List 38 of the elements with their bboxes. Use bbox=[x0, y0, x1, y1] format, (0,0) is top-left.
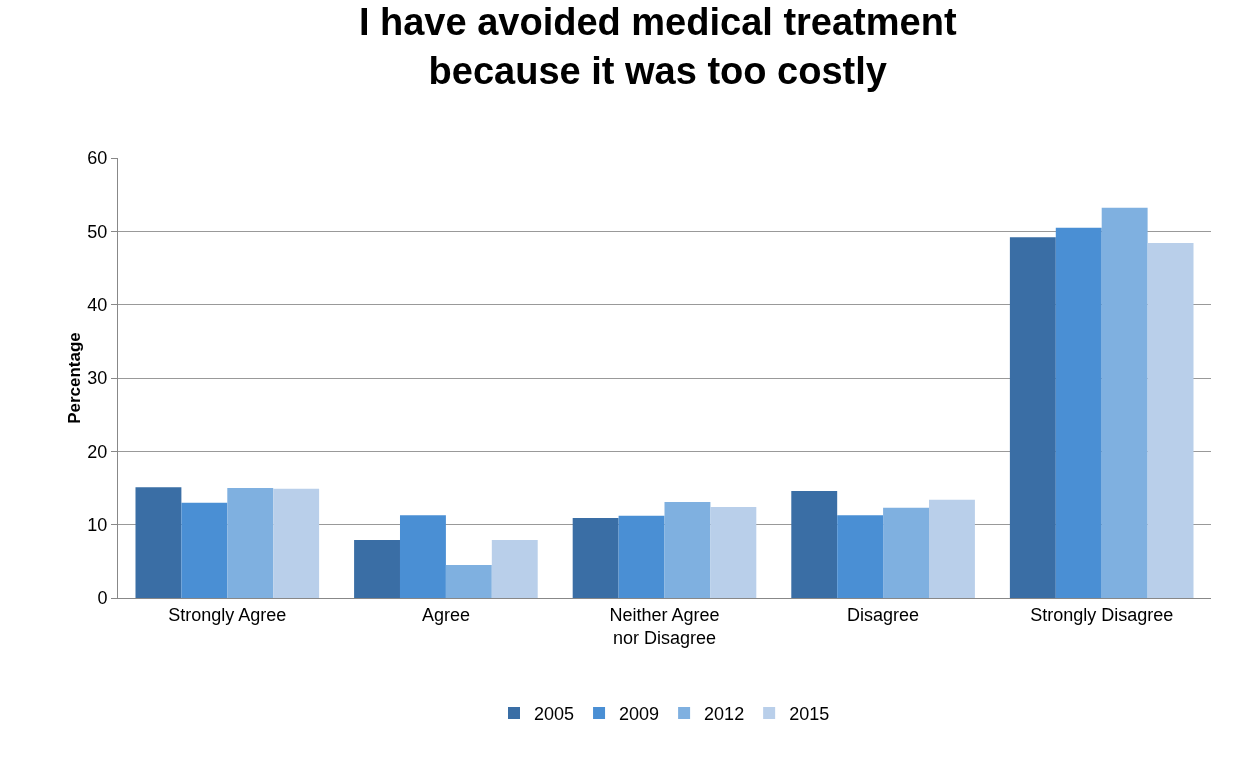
legend-label: 2009 bbox=[619, 704, 660, 725]
bar bbox=[710, 507, 757, 598]
bar bbox=[791, 490, 838, 598]
bar bbox=[227, 488, 274, 598]
bar bbox=[135, 487, 182, 598]
bar bbox=[491, 540, 538, 598]
legend-label: 2005 bbox=[534, 704, 575, 725]
bar bbox=[181, 502, 228, 598]
bar bbox=[837, 515, 884, 598]
x-tick-label: Strongly Disagree bbox=[1030, 604, 1174, 625]
bar bbox=[1055, 227, 1102, 598]
bar bbox=[1009, 237, 1056, 598]
y-tick-label: 30 bbox=[87, 368, 108, 389]
x-tick-label: Neither Agree nor Disagree bbox=[609, 604, 720, 648]
bar bbox=[399, 515, 446, 598]
y-tick-label: 20 bbox=[87, 441, 108, 462]
x-tick-label: Disagree bbox=[847, 604, 920, 625]
legend-label: 2012 bbox=[704, 704, 745, 725]
x-tick-label: Strongly Agree bbox=[168, 604, 287, 625]
bar bbox=[354, 540, 400, 598]
y-tick-label: 60 bbox=[87, 148, 108, 169]
y-tick-label: 0 bbox=[97, 588, 108, 609]
y-axis-title: Percentage bbox=[64, 332, 84, 424]
bar bbox=[618, 515, 665, 598]
bar bbox=[929, 499, 975, 598]
bar bbox=[572, 518, 619, 598]
bar bbox=[883, 507, 930, 598]
chart-title: I have avoided medical treatment because it was too costly bbox=[358, 0, 957, 93]
bar bbox=[445, 565, 492, 598]
y-tick-label: 10 bbox=[87, 514, 108, 535]
bar bbox=[1147, 243, 1194, 598]
legend-label: 2015 bbox=[789, 704, 830, 725]
bar bbox=[1101, 207, 1148, 598]
y-tick-label: 50 bbox=[87, 221, 108, 242]
y-tick-label: 40 bbox=[87, 294, 108, 315]
bar bbox=[664, 501, 711, 598]
x-tick-label: Agree bbox=[421, 604, 470, 625]
bar bbox=[273, 488, 320, 598]
